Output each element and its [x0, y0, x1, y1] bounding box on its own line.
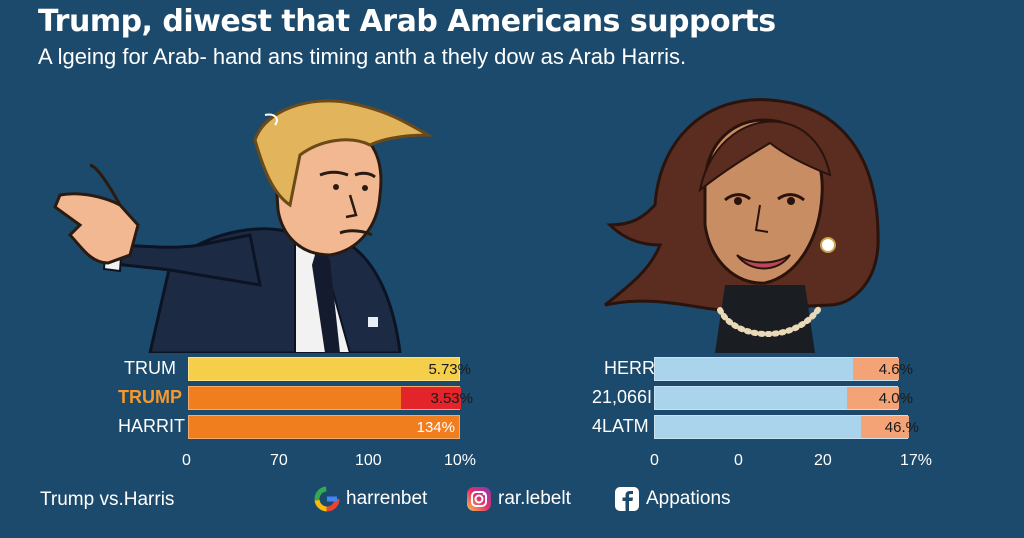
social-label: Appations	[646, 488, 731, 509]
footer-caption: Trump vs.Harris	[40, 489, 175, 510]
bar-value-label: 5.73%	[428, 361, 471, 378]
bar-segment	[853, 358, 899, 380]
bar-segment	[861, 416, 909, 438]
bar-value-label: 134%	[416, 419, 455, 436]
bar: 46.%	[654, 415, 919, 439]
bar: 3.53%	[188, 386, 473, 410]
social-google[interactable]: harrenbet	[314, 486, 427, 512]
bar-segment	[847, 387, 899, 409]
social-facebook[interactable]: Appations	[614, 486, 731, 512]
x-tick-label: 100	[355, 452, 382, 469]
bar-value-label: 3.53%	[430, 390, 473, 407]
harris-illustration	[604, 98, 880, 353]
x-tick-label: 0	[734, 452, 743, 469]
x-tick-label: 20	[814, 452, 832, 469]
bar-label: 21,066I	[592, 387, 653, 407]
social-label: rar.lebelt	[498, 488, 571, 509]
page-subtitle: A lgeing for Arab- hand ans timing anth …	[38, 44, 687, 69]
bar-label: TRUM	[124, 358, 176, 378]
bar-label: TRUMP	[118, 387, 182, 407]
bar: 4.6%	[654, 357, 913, 381]
bar: 5.73%	[188, 357, 471, 381]
social-label: harrenbet	[346, 488, 428, 509]
bar-label: HARRIT	[118, 416, 185, 436]
bar-value-label: 46.%	[884, 419, 919, 436]
bar-value-label: 4.0%	[878, 390, 913, 407]
bar-segment	[401, 387, 461, 409]
social-instagram[interactable]: rar.lebelt	[466, 486, 571, 512]
bar-label: HERR	[604, 358, 656, 378]
bar: 4.0%	[654, 386, 913, 410]
facebook-icon	[615, 487, 639, 511]
trump-illustration	[53, 99, 434, 353]
bar-value-label: 4.6%	[878, 361, 913, 378]
bar-label: 4LATM	[592, 416, 649, 436]
x-tick-label: 70	[270, 452, 288, 469]
bar: 134%	[188, 415, 460, 439]
google-icon	[314, 486, 340, 512]
x-tick-label: 0	[650, 452, 659, 469]
x-tick-label: 10%	[444, 452, 477, 469]
instagram-icon	[467, 487, 491, 511]
x-tick-label: 0	[182, 452, 191, 469]
x-tick-label: 17%	[900, 452, 933, 469]
page-title: Trump, diwest that Arab Americans suppor…	[38, 4, 776, 39]
